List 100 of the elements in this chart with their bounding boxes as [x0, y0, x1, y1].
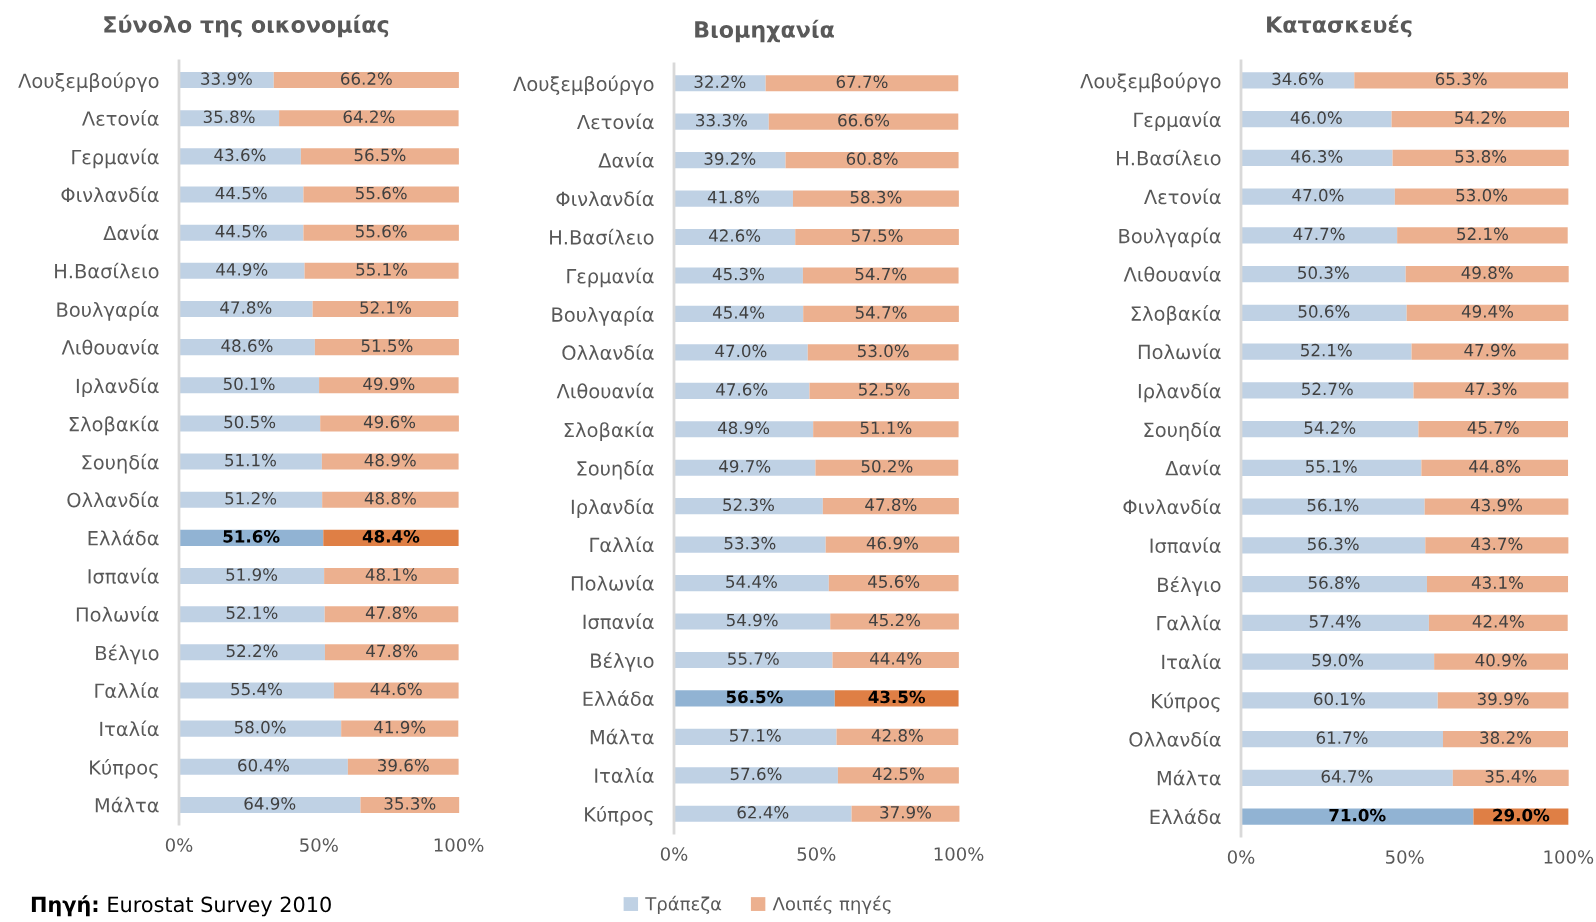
bar [837, 767, 959, 784]
bar [1434, 653, 1569, 670]
x-tick-label: 50% [300, 838, 338, 852]
data-label: 44.5% [215, 186, 267, 200]
y-tick-label: Δανία [598, 151, 654, 168]
bar [1241, 459, 1422, 477]
bar [1241, 110, 1392, 128]
bar [304, 262, 459, 279]
bar [803, 305, 959, 322]
bar [312, 300, 459, 317]
bar [1241, 265, 1406, 283]
bar [825, 536, 960, 553]
bar [674, 575, 829, 592]
bar [1241, 343, 1412, 360]
y-tick-label: Λετονία [82, 110, 159, 126]
x-tick-label: 100% [434, 838, 484, 852]
y-tick-label: Ιταλία [100, 720, 159, 737]
y-tick-label: Δανία [103, 224, 159, 241]
y-tick-label: Ισπανία [88, 567, 159, 584]
bar [1241, 730, 1443, 748]
bar [1241, 72, 1355, 89]
data-label: 56.3% [1307, 537, 1359, 551]
data-label: 46.0% [1290, 111, 1342, 124]
data-label: 35.4% [1485, 770, 1537, 783]
data-label: 51.1% [225, 453, 276, 467]
y-tick-label: Σουηδία [82, 453, 159, 474]
data-label: 39.2% [704, 152, 756, 165]
data-label: 47.7% [1293, 227, 1345, 241]
data-label: 46.3% [1291, 150, 1343, 163]
data-label: 59.0% [1312, 653, 1364, 667]
bar [179, 300, 313, 317]
bar [333, 682, 459, 699]
y-tick-label: Ιταλία [1162, 653, 1221, 670]
data-label: 52.7% [1302, 382, 1353, 396]
y-tick-label: Φινλανδία [556, 190, 654, 207]
y-tick-label: Γαλλία [1157, 614, 1221, 631]
data-label: 34.6% [1272, 72, 1324, 86]
bar [179, 644, 325, 661]
bar [674, 613, 831, 630]
y-tick-label: Ιρλανδία [571, 498, 654, 518]
bar [300, 148, 459, 165]
data-label: 64.9% [244, 797, 296, 810]
bar [1392, 149, 1569, 167]
data-label: 49.8% [1461, 266, 1513, 279]
bar [1241, 692, 1438, 709]
bar [279, 110, 459, 127]
bar [785, 152, 959, 169]
bar [828, 575, 959, 592]
bar [1241, 227, 1398, 244]
y-tick-label: Λιθουανία [61, 338, 159, 355]
y-tick-label: Βέλγιο [591, 652, 654, 672]
data-label: 43.7% [1471, 537, 1523, 551]
data-label: 46.9% [866, 536, 918, 550]
y-tick-label: Ελλάδα [583, 690, 654, 707]
bar [674, 536, 826, 553]
y-tick-label: Ισπανία [583, 613, 654, 630]
y-tick-label: Σλοβακία [1131, 305, 1221, 325]
bar [674, 728, 837, 745]
bar [179, 377, 320, 394]
bar [179, 224, 304, 241]
data-label: 52.1% [226, 606, 278, 620]
bar [321, 453, 459, 470]
data-label: 49.9% [363, 377, 415, 391]
y-tick-label: Ιρλανδία [76, 377, 159, 398]
data-label: 49.6% [363, 415, 416, 429]
data-label: 43.6% [214, 148, 266, 162]
y-tick-label: Μάλτα [95, 796, 159, 813]
bar [674, 651, 833, 669]
data-label: 54.9% [726, 613, 778, 627]
y-tick-label: Πολωνία [76, 606, 159, 622]
bar [1354, 72, 1569, 89]
data-label: 38.2% [1480, 731, 1532, 744]
data-label: 33.9% [201, 72, 252, 85]
data-label: 42.6% [708, 229, 761, 242]
data-label: 57.6% [730, 767, 782, 781]
data-label: 49.7% [719, 459, 771, 473]
data-label: 43.5% [868, 690, 926, 704]
bar [324, 568, 459, 585]
bar [795, 228, 959, 246]
bar [807, 344, 959, 361]
bar [314, 339, 459, 356]
data-label: 42.4% [1472, 615, 1524, 628]
bar [341, 720, 459, 737]
data-label: 47.6% [716, 383, 768, 396]
bar [179, 415, 321, 432]
bar [179, 606, 325, 623]
bar [1241, 382, 1414, 399]
bar [179, 262, 305, 279]
data-label: 41.9% [374, 720, 426, 734]
chart-title: Βιομηχανία [695, 19, 834, 43]
text: Πηγή: Eurostat Survey 2010 [31, 895, 331, 917]
data-label: 53.0% [1456, 188, 1508, 202]
y-tick-label: Λετονία [577, 113, 654, 130]
data-label: 29.0% [1493, 808, 1550, 822]
bar [815, 459, 959, 476]
data-label: 48.9% [717, 421, 770, 435]
y-tick-label: Λουξεμβούργο [1080, 72, 1221, 93]
data-label: 55.4% [231, 682, 282, 696]
y-tick-label: Σουηδία [577, 459, 654, 480]
data-label: 54.2% [1304, 421, 1356, 434]
